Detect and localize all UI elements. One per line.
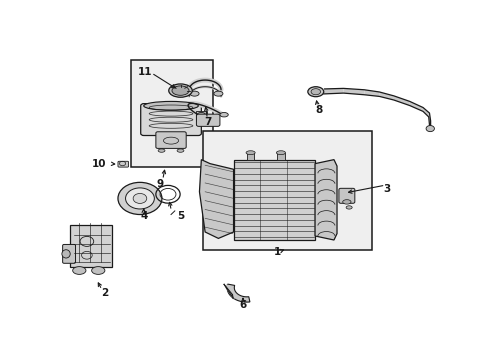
Text: 10: 10: [91, 159, 105, 169]
FancyBboxPatch shape: [196, 114, 220, 126]
Circle shape: [125, 188, 154, 209]
Bar: [277, 153, 284, 159]
FancyBboxPatch shape: [338, 188, 354, 203]
Text: 7: 7: [204, 117, 211, 127]
Ellipse shape: [189, 91, 199, 96]
Circle shape: [133, 193, 146, 203]
Ellipse shape: [158, 149, 164, 152]
FancyBboxPatch shape: [118, 161, 128, 167]
Polygon shape: [199, 159, 233, 238]
Polygon shape: [323, 89, 343, 94]
Ellipse shape: [310, 89, 320, 95]
Polygon shape: [428, 121, 430, 131]
Polygon shape: [409, 102, 422, 111]
Circle shape: [118, 183, 162, 215]
Bar: [131, 60, 212, 167]
Text: 11: 11: [138, 67, 152, 77]
Ellipse shape: [425, 126, 433, 132]
FancyBboxPatch shape: [141, 104, 201, 135]
Polygon shape: [364, 90, 379, 96]
Polygon shape: [226, 284, 249, 302]
Text: 1: 1: [273, 247, 280, 257]
Ellipse shape: [168, 84, 192, 97]
Polygon shape: [314, 159, 336, 240]
Ellipse shape: [91, 267, 105, 274]
Ellipse shape: [342, 200, 350, 204]
Ellipse shape: [143, 102, 198, 110]
Bar: [203, 131, 371, 250]
Text: 2: 2: [101, 288, 108, 298]
Ellipse shape: [213, 91, 223, 96]
Ellipse shape: [346, 206, 351, 209]
FancyBboxPatch shape: [195, 111, 206, 121]
Polygon shape: [343, 89, 364, 95]
FancyBboxPatch shape: [156, 132, 186, 148]
Bar: [246, 153, 254, 159]
Text: 5: 5: [177, 211, 184, 221]
Polygon shape: [393, 96, 409, 105]
Ellipse shape: [220, 112, 228, 117]
FancyBboxPatch shape: [70, 225, 112, 267]
Ellipse shape: [62, 250, 70, 258]
FancyBboxPatch shape: [62, 244, 75, 263]
Ellipse shape: [197, 112, 205, 117]
Polygon shape: [428, 113, 430, 125]
Text: 3: 3: [383, 184, 390, 194]
Text: 9: 9: [157, 179, 163, 189]
Text: 4: 4: [140, 211, 147, 221]
Ellipse shape: [177, 149, 183, 152]
Text: 8: 8: [315, 105, 322, 115]
Text: 6: 6: [239, 300, 246, 310]
Ellipse shape: [245, 151, 255, 155]
Ellipse shape: [73, 267, 86, 274]
Polygon shape: [422, 108, 428, 117]
Ellipse shape: [276, 151, 285, 155]
Ellipse shape: [172, 86, 189, 95]
Bar: [233, 159, 314, 240]
Polygon shape: [379, 92, 393, 100]
Ellipse shape: [307, 87, 323, 97]
